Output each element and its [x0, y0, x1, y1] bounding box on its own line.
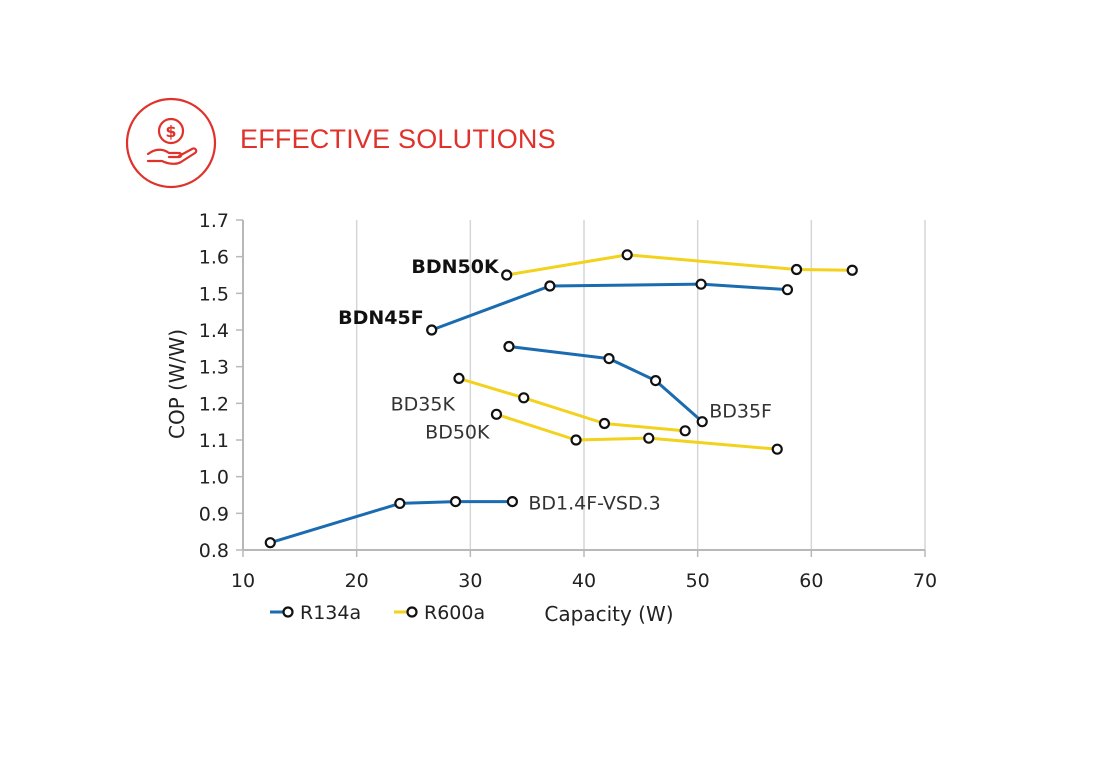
legend-swatch-marker	[282, 606, 294, 618]
y-tick-label: 1.7	[199, 210, 229, 232]
data-point	[846, 264, 858, 276]
y-tick-label: 1.5	[199, 283, 229, 305]
series-line	[458, 376, 686, 433]
y-tick-label: 1.4	[199, 320, 229, 342]
series-label: BDN45F	[338, 307, 424, 329]
chart-ticks: 10 20 30 40 50 60 70 0.8 0.9 1.0 1.1 1.2 1.3 1.4 1.5 1.…	[199, 210, 937, 592]
data-point	[518, 392, 530, 404]
series-line	[269, 500, 513, 545]
chart-axes	[236, 219, 926, 557]
series-label: BD35F	[709, 401, 772, 423]
series-line	[496, 412, 778, 451]
x-tick-label: 30	[458, 570, 482, 592]
data-point	[781, 284, 794, 296]
svg-text:$: $	[165, 122, 176, 141]
y-tick-label: 1.2	[199, 393, 229, 415]
y-tick-label: 0.8	[199, 540, 229, 562]
data-point	[598, 417, 611, 430]
legend-label: R600a	[424, 602, 485, 624]
chart-grid	[355, 220, 926, 550]
data-point	[679, 425, 691, 437]
data-point	[449, 496, 462, 508]
series-line	[508, 345, 704, 423]
chart-series-labels: BDN50K BDN45F BD35F BD35K BD50K BD1.4F-VSD.3	[338, 256, 772, 515]
data-point	[643, 432, 655, 444]
x-tick-label: 10	[231, 570, 255, 592]
y-tick-label: 1.3	[199, 357, 229, 379]
legend-swatch-marker	[406, 606, 418, 618]
page-title: EFFECTIVE SOLUTIONS	[240, 124, 556, 154]
x-tick-label: 60	[799, 570, 823, 592]
series-label: BD35K	[391, 393, 456, 415]
data-point	[603, 353, 615, 365]
data-point	[544, 280, 556, 292]
data-point	[695, 278, 707, 290]
y-tick-label: 1.0	[199, 467, 229, 489]
x-tick-label: 70	[913, 570, 937, 592]
series-line	[506, 253, 853, 277]
y-tick-label: 0.9	[199, 503, 229, 525]
data-point	[506, 496, 518, 508]
y-tick-label: 1.1	[199, 430, 229, 452]
chart-series	[264, 249, 858, 549]
data-point	[790, 263, 803, 276]
dollar-coin-in-hand-icon: $	[125, 97, 217, 189]
data-point	[453, 372, 465, 384]
legend-label: R134a	[300, 602, 361, 624]
data-point	[696, 416, 708, 428]
series-label: BD50K	[425, 421, 490, 443]
y-tick-label: 1.6	[199, 247, 229, 269]
x-tick-label: 40	[572, 570, 596, 592]
data-point	[621, 249, 633, 261]
x-tick-label: 50	[686, 570, 710, 592]
y-axis-label: COP (W/W)	[165, 329, 189, 439]
data-point	[650, 375, 662, 387]
series-label: BDN50K	[411, 256, 500, 278]
data-point	[503, 340, 515, 353]
data-point	[394, 497, 406, 510]
data-point	[570, 434, 582, 446]
chart-legend: R134a R600a	[270, 602, 485, 624]
data-point	[426, 324, 438, 336]
data-point	[490, 408, 503, 420]
x-tick-label: 20	[345, 570, 369, 592]
data-point	[264, 537, 276, 549]
series-label: BD1.4F-VSD.3	[528, 493, 660, 515]
data-point	[501, 269, 513, 281]
x-axis-label: Capacity (W)	[544, 602, 673, 626]
data-point	[771, 443, 783, 455]
series-line	[431, 282, 788, 332]
